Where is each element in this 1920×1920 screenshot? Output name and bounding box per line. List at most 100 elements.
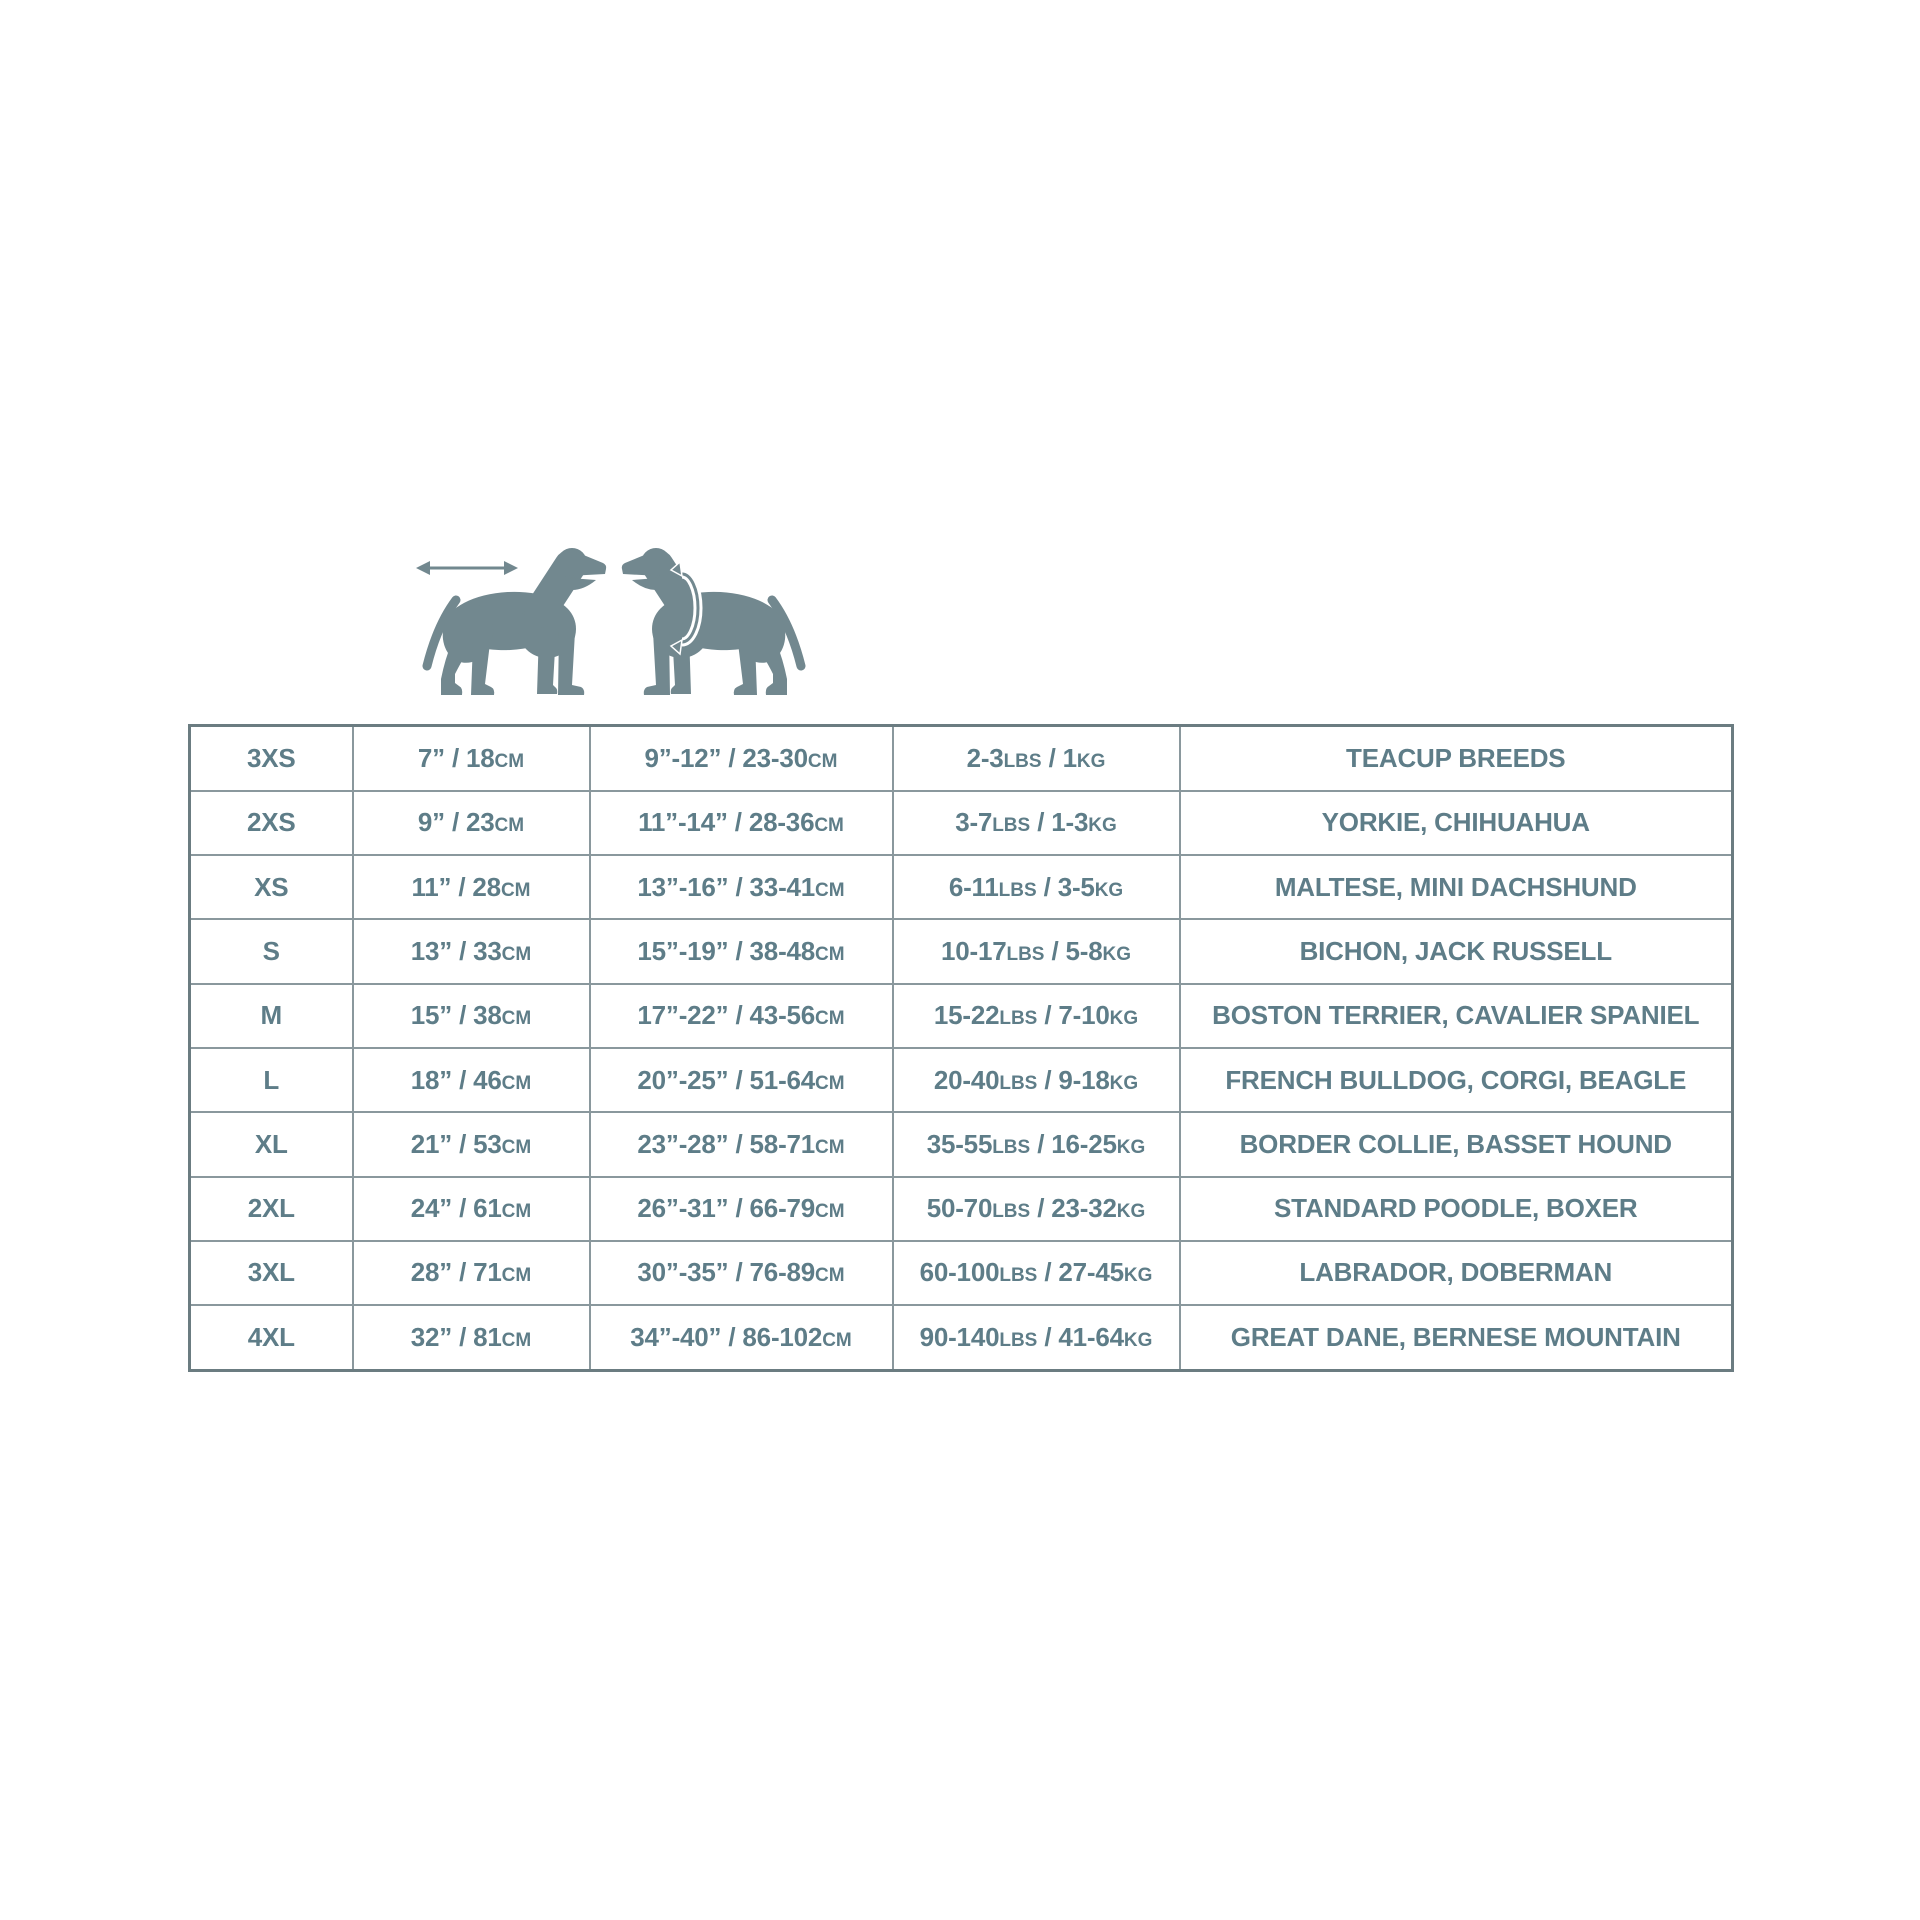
unit-label: CM: [815, 1265, 845, 1287]
unit-label: CM: [815, 944, 845, 965]
size-chart-body: 3XS 7” / 18CM 9”-12” / 23-30CM 2-3LBS / 1KG…: [188, 724, 1734, 1372]
unit-label: CM: [501, 1265, 532, 1287]
size-chart-table: 3XS 7” / 18CM 9”-12” / 23-30CM 2-3LBS / 1KG…: [188, 724, 1734, 1372]
dog-back-length-icon: [416, 548, 607, 695]
breeds-cell: BORDER COLLIE, BASSET HOUND: [1178, 1111, 1734, 1178]
size-cell: 3XL: [188, 1239, 354, 1307]
weight-cell: 50-70LBS / 23-32KG: [891, 1175, 1181, 1242]
unit-label: LBS: [999, 1008, 1038, 1030]
unit-label: CM: [815, 1136, 845, 1158]
unit-label: KG: [1094, 879, 1124, 901]
chest-girth-cell: 26”-31” / 66-79CM: [588, 1175, 894, 1242]
breeds-cell: BICHON, JACK RUSSELL: [1178, 918, 1734, 985]
weight-cell: 60-100LBS / 27-45KG: [891, 1239, 1181, 1307]
unit-label: CM: [815, 1072, 845, 1094]
back-length-cell: 28” / 71CM: [351, 1239, 591, 1307]
size-cell: 2XS: [188, 789, 354, 857]
back-length-cell: 13” / 33CM: [351, 918, 591, 985]
breeds-cell: MALTESE, MINI DACHSHUND: [1178, 854, 1734, 921]
weight-cell: 15-22LBS / 7-10KG: [891, 982, 1181, 1049]
unit-label: KG: [1088, 815, 1117, 837]
unit-label: LBS: [999, 1265, 1038, 1287]
chest-girth-cell: 17”-22” / 43-56CM: [588, 982, 894, 1049]
unit-label: CM: [501, 1136, 532, 1158]
unit-label: LBS: [998, 879, 1037, 901]
unit-label: CM: [500, 879, 531, 901]
unit-label: KG: [1123, 1330, 1153, 1352]
breeds-cell: GREAT DANE, BERNESE MOUNTAIN: [1178, 1304, 1734, 1372]
table-row: XS 11” / 28CM 13”-16” / 33-41CM 6-11LBS / 3…: [188, 854, 1734, 921]
dog-silhouette: [422, 548, 607, 695]
size-cell: XS: [188, 854, 354, 921]
chest-girth-cell: 23”-28” / 58-71CM: [588, 1111, 894, 1178]
unit-label: CM: [494, 815, 525, 837]
size-cell: 3XS: [188, 724, 354, 792]
chest-girth-cell: 34”-40” / 86-102CM: [588, 1304, 894, 1372]
weight-cell: 10-17LBS / 5-8KG: [891, 918, 1181, 985]
unit-label: CM: [501, 944, 532, 965]
breeds-cell: TEACUP BREEDS: [1178, 724, 1734, 792]
weight-cell: 90-140LBS / 41-64KG: [891, 1304, 1181, 1372]
unit-label: KG: [1076, 750, 1106, 772]
unit-label: CM: [501, 1201, 532, 1223]
size-cell: XL: [188, 1111, 354, 1178]
unit-label: KG: [1123, 1265, 1153, 1287]
breeds-cell: LABRADOR, DOBERMAN: [1178, 1239, 1734, 1307]
chest-girth-cell: 15”-19” / 38-48CM: [588, 918, 894, 985]
weight-cell: 20-40LBS / 9-18KG: [891, 1046, 1181, 1114]
table-row: M 15” / 38CM 17”-22” / 43-56CM 15-22LBS / 7…: [188, 982, 1734, 1049]
unit-label: CM: [822, 1330, 852, 1352]
chest-girth-cell: 20”-25” / 51-64CM: [588, 1046, 894, 1114]
chest-girth-cell: 13”-16” / 33-41CM: [588, 854, 894, 921]
back-length-cell: 18” / 46CM: [351, 1046, 591, 1114]
unit-label: KG: [1102, 944, 1132, 965]
size-cell: L: [188, 1046, 354, 1114]
table-row: L 18” / 46CM 20”-25” / 51-64CM 20-40LBS / 9…: [188, 1046, 1734, 1114]
breeds-cell: YORKIE, CHIHUAHUA: [1178, 789, 1734, 857]
unit-label: CM: [814, 815, 844, 837]
unit-label: CM: [501, 1072, 532, 1094]
weight-cell: 3-7LBS / 1-3KG: [891, 789, 1181, 857]
unit-label: CM: [807, 750, 838, 772]
chest-girth-cell: 30”-35” / 76-89CM: [588, 1239, 894, 1307]
unit-label: LBS: [1006, 944, 1045, 965]
size-cell: 4XL: [188, 1304, 354, 1372]
back-length-cell: 32” / 81CM: [351, 1304, 591, 1372]
breeds-cell: BOSTON TERRIER, CAVALIER SPANIEL: [1178, 982, 1734, 1049]
back-length-cell: 15” / 38CM: [351, 982, 591, 1049]
weight-cell: 6-11LBS / 3-5KG: [891, 854, 1181, 921]
back-length-cell: 21” / 53CM: [351, 1111, 591, 1178]
chest-girth-cell: 11”-14” / 28-36CM: [588, 789, 894, 857]
table-row: 3XS 7” / 18CM 9”-12” / 23-30CM 2-3LBS / 1KG…: [188, 724, 1734, 792]
breeds-cell: FRENCH BULLDOG, CORGI, BEAGLE: [1178, 1046, 1734, 1114]
dog-chest-girth-icon: [616, 540, 816, 710]
unit-label: KG: [1109, 1072, 1139, 1094]
size-cell: S: [188, 918, 354, 985]
unit-label: CM: [815, 1008, 845, 1030]
table-row: 3XL 28” / 71CM 30”-35” / 76-89CM 60-100LBS …: [188, 1239, 1734, 1307]
back-length-cell: 24” / 61CM: [351, 1175, 591, 1242]
table-row: XL 21” / 53CM 23”-28” / 58-71CM 35-55LBS / …: [188, 1111, 1734, 1178]
unit-label: CM: [815, 879, 845, 901]
unit-label: LBS: [992, 1201, 1031, 1223]
unit-label: LBS: [992, 815, 1031, 837]
weight-cell: 35-55LBS / 16-25KG: [891, 1111, 1181, 1178]
unit-label: LBS: [992, 1136, 1031, 1158]
unit-label: LBS: [999, 1072, 1038, 1094]
unit-label: KG: [1109, 1008, 1139, 1030]
back-length-cell: 9” / 23CM: [351, 789, 591, 857]
size-cell: M: [188, 982, 354, 1049]
unit-label: CM: [815, 1201, 845, 1223]
chest-girth-arrow-icon: [669, 560, 703, 656]
unit-label: CM: [494, 750, 525, 772]
breeds-cell: STANDARD POODLE, BOXER: [1178, 1175, 1734, 1242]
unit-label: LBS: [999, 1330, 1038, 1352]
size-cell: 2XL: [188, 1175, 354, 1242]
back-length-cell: 7” / 18CM: [351, 724, 591, 792]
unit-label: LBS: [1003, 750, 1042, 772]
back-length-cell: 11” / 28CM: [351, 854, 591, 921]
unit-label: CM: [501, 1008, 532, 1030]
table-row: 4XL 32” / 81CM 34”-40” / 86-102CM 90-140LBS…: [188, 1304, 1734, 1372]
chest-girth-cell: 9”-12” / 23-30CM: [588, 724, 894, 792]
